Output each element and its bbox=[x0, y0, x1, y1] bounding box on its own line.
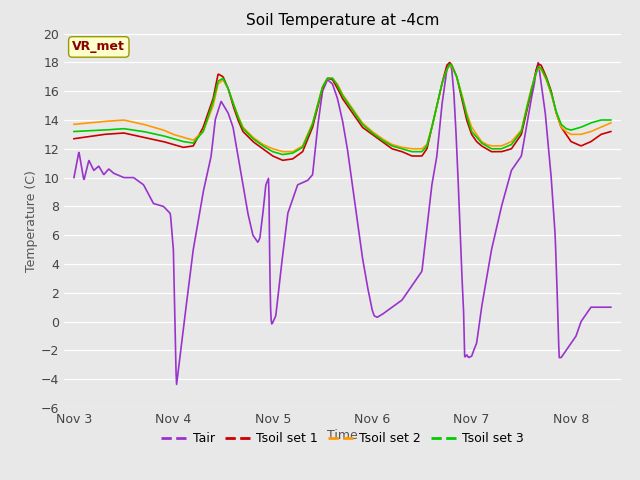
Title: Soil Temperature at -4cm: Soil Temperature at -4cm bbox=[246, 13, 439, 28]
Y-axis label: Temperature (C): Temperature (C) bbox=[25, 170, 38, 272]
Legend: Tair, Tsoil set 1, Tsoil set 2, Tsoil set 3: Tair, Tsoil set 1, Tsoil set 2, Tsoil se… bbox=[156, 427, 529, 450]
Text: VR_met: VR_met bbox=[72, 40, 125, 53]
X-axis label: Time: Time bbox=[327, 429, 358, 442]
